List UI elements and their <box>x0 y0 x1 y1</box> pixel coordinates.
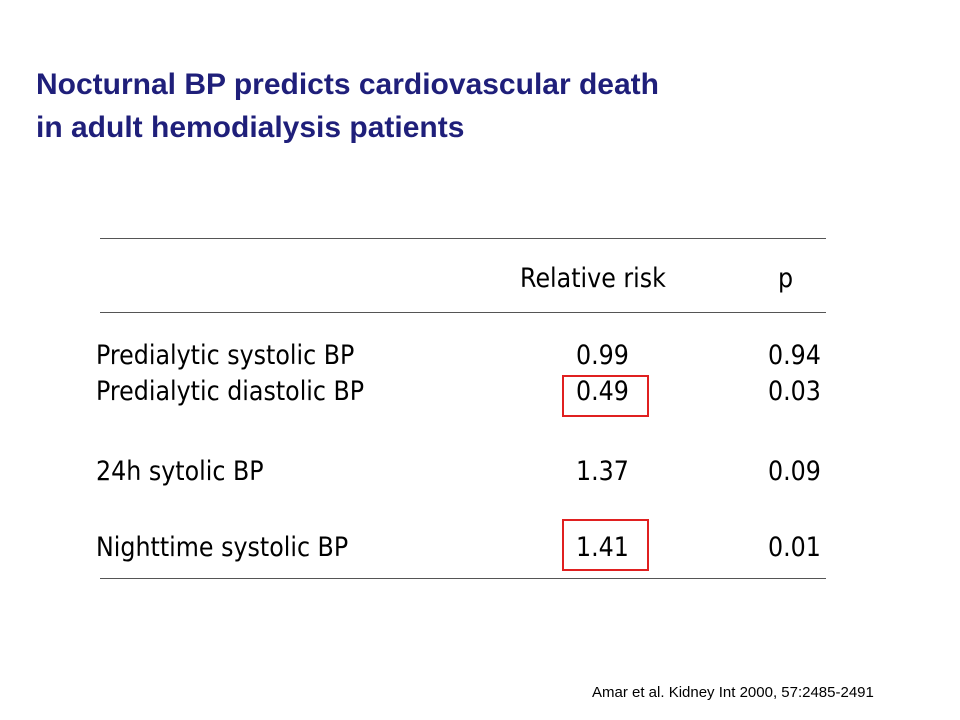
row-label-24h-systolic: 24h sytolic BP <box>96 456 264 487</box>
header-relative-risk: Relative risk <box>520 263 666 294</box>
citation: Amar et al. Kidney Int 2000, 57:2485-249… <box>592 684 874 701</box>
row-rr-predialytic-systolic: 0.99 <box>576 340 629 371</box>
row-rr-24h-systolic: 1.37 <box>576 456 629 487</box>
slide-title-line-1: Nocturnal BP predicts cardiovascular dea… <box>36 68 659 101</box>
row-label-nighttime-systolic: Nighttime systolic BP <box>96 532 349 563</box>
row-p-predialytic-diastolic: 0.03 <box>768 376 821 407</box>
row-rr-predialytic-diastolic: 0.49 <box>576 376 629 407</box>
highlight-box-nighttime-rr <box>562 519 649 571</box>
highlight-box-diastolic-rr <box>562 375 649 417</box>
table-top-rule <box>100 238 826 239</box>
slide-title-line-2: in adult hemodialysis patients <box>36 111 465 144</box>
table-bottom-rule <box>100 578 826 579</box>
table-header-rule <box>100 312 826 313</box>
slide-title: Nocturnal BP predicts cardiovascular dea… <box>36 63 659 149</box>
row-p-24h-systolic: 0.09 <box>768 456 821 487</box>
row-p-nighttime-systolic: 0.01 <box>768 532 821 563</box>
row-label-predialytic-systolic: Predialytic systolic BP <box>96 340 355 371</box>
row-p-predialytic-systolic: 0.94 <box>768 340 821 371</box>
row-label-predialytic-diastolic: Predialytic diastolic BP <box>96 376 365 407</box>
row-rr-nighttime-systolic: 1.41 <box>576 532 629 563</box>
header-p: p <box>778 263 794 294</box>
